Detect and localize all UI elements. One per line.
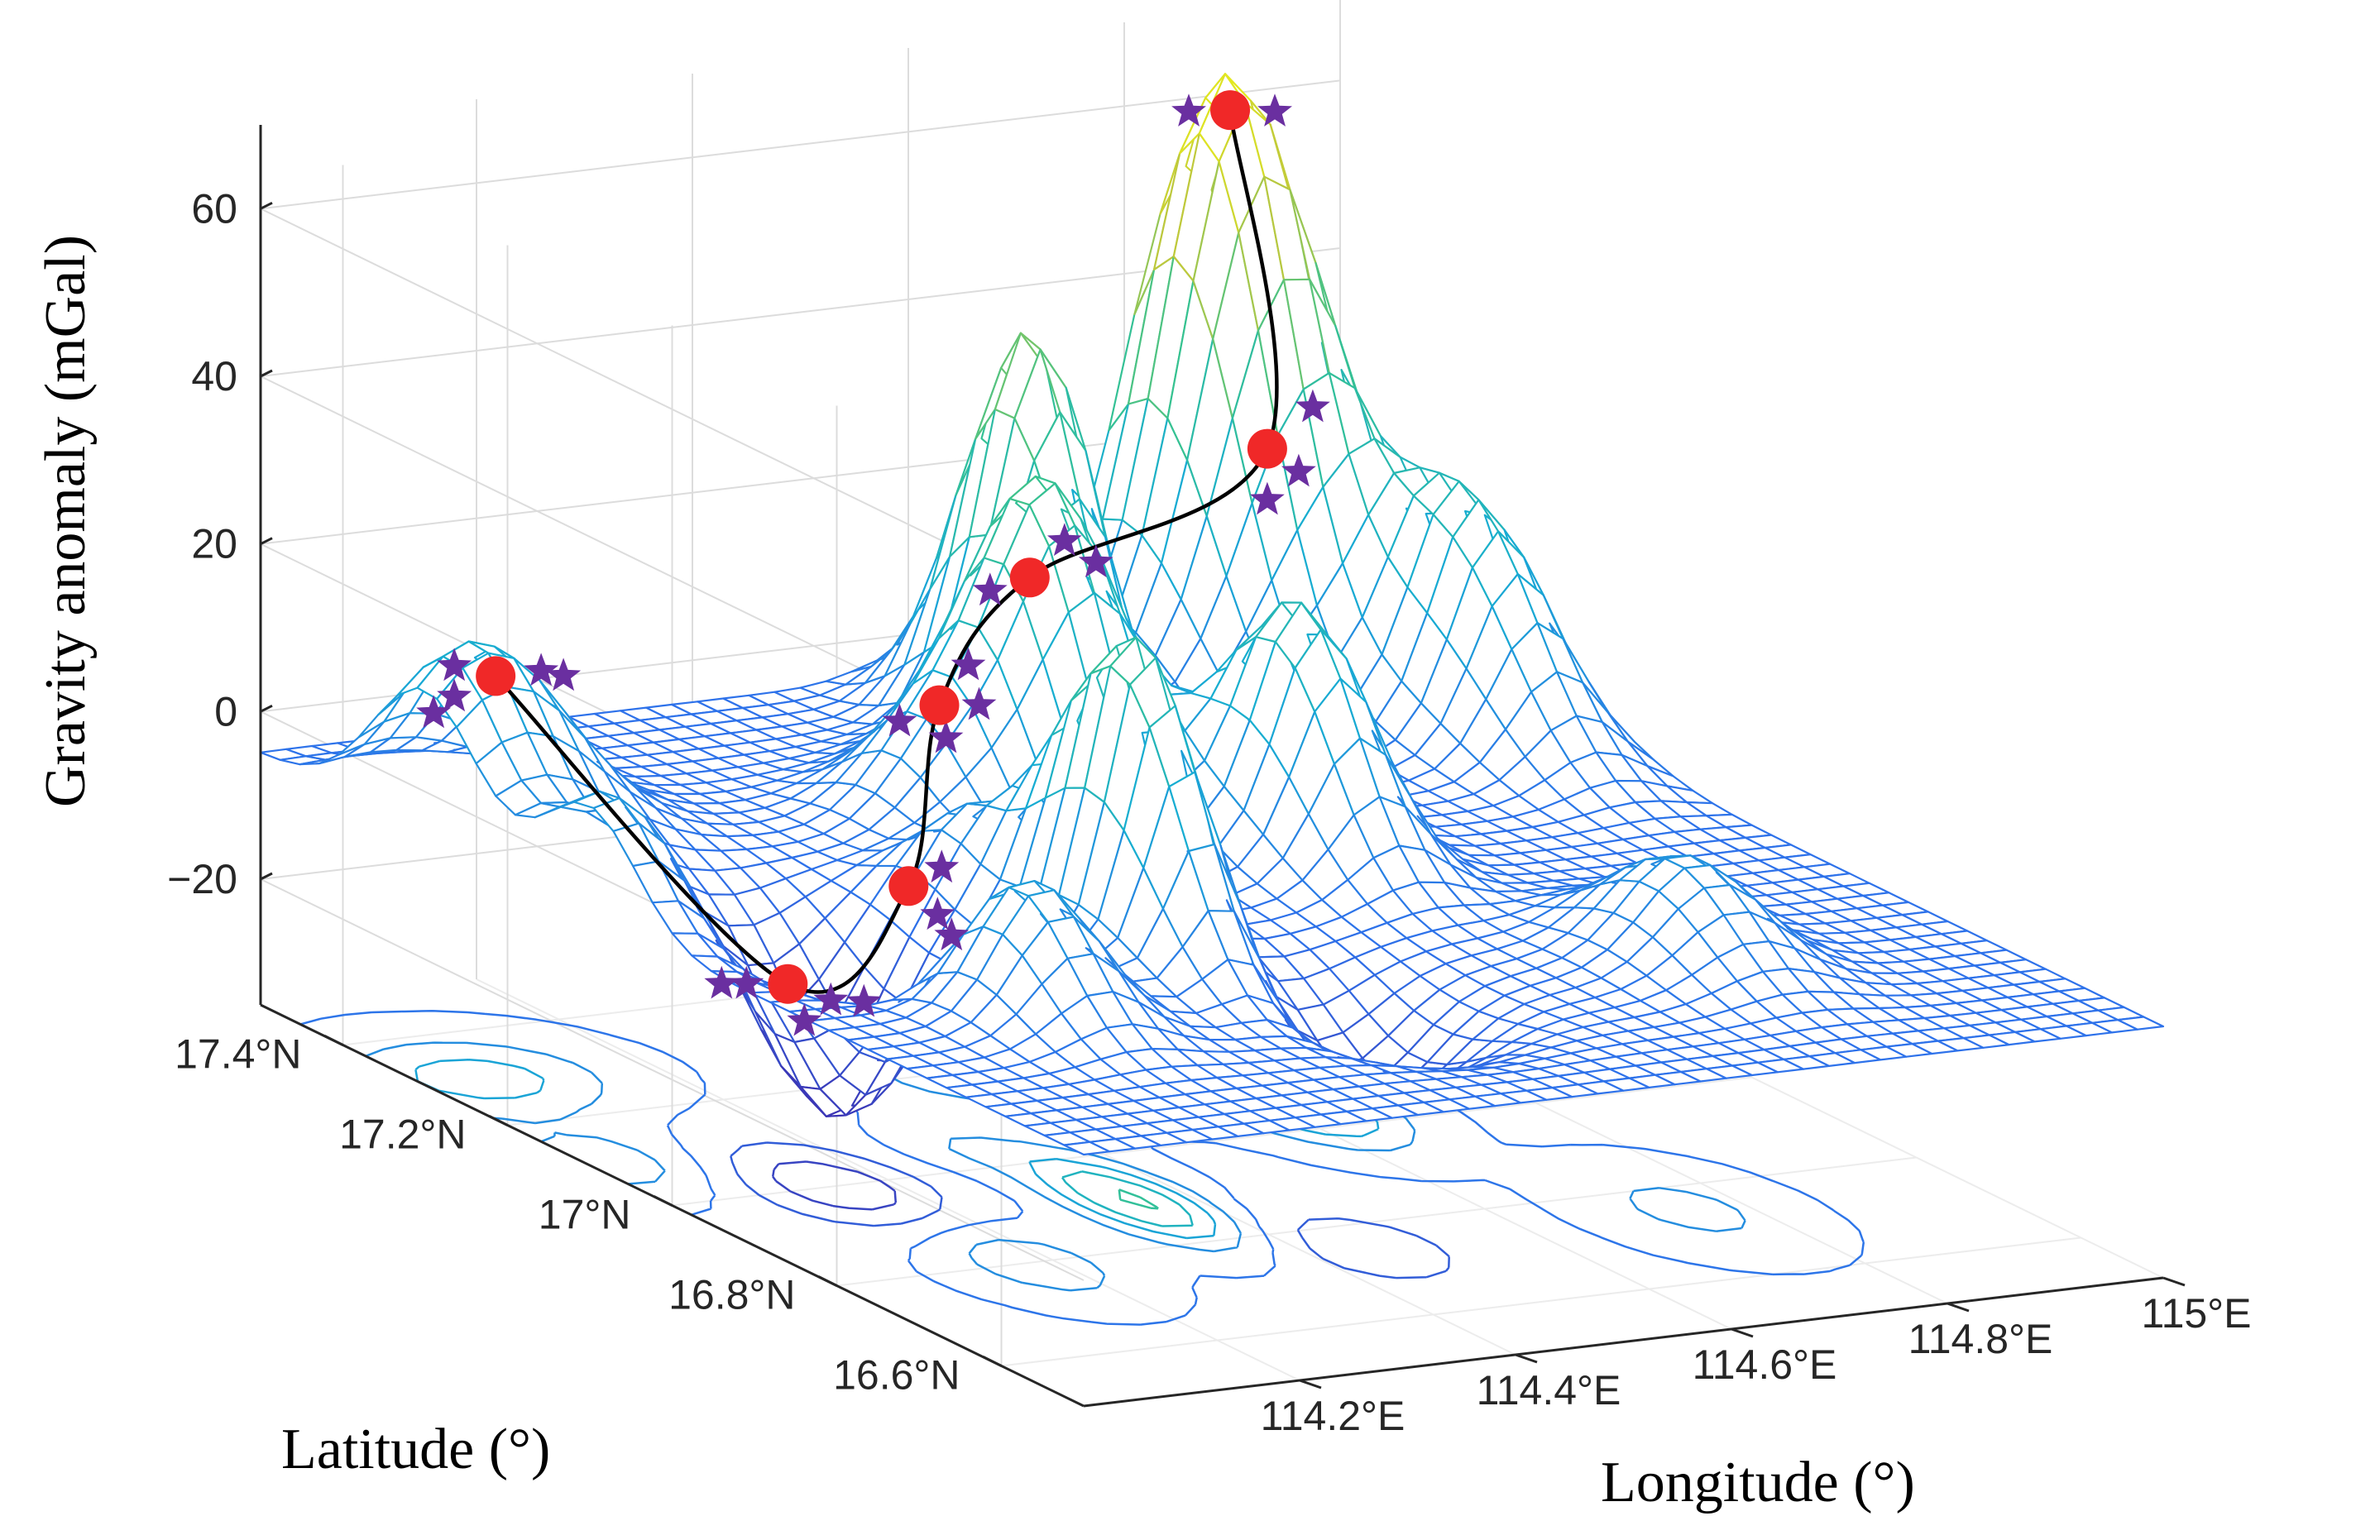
z-tick-label: −20 [167,856,237,902]
latitude-tick-label: 16.8°N [668,1272,795,1318]
longitude-tick-label: 114.4°E [1477,1367,1621,1413]
latitude-tick-mark [323,1035,344,1046]
neighbor-star-marker [1078,544,1113,578]
surface-mesh [259,73,2165,1156]
survey-point-marker [476,656,516,696]
z-tick-mark [260,369,273,378]
floor-gridline [1001,1236,2081,1367]
survey-point-marker [919,685,960,725]
mesh-cell [2117,1016,2165,1031]
z-tick-label: 60 [191,185,237,232]
wall-gridline [260,79,1341,210]
neighbor-star-marker [437,678,472,712]
longitude-tick-mark [1947,1302,1970,1313]
neighbor-star-marker [920,897,955,930]
longitude-axis-line [1083,1276,2164,1408]
neighbor-star-marker [524,653,559,686]
neighbor-star-marker [928,720,964,753]
neighbor-star-marker [961,686,997,720]
z-tick-mark [260,872,273,881]
z-tick-label: 20 [191,521,237,567]
neighbor-star-marker [416,695,452,729]
longitude-tick-label: 114.2°E [1261,1393,1405,1439]
floor-gridline [836,1156,1917,1287]
neighbor-star-marker [1281,453,1316,487]
survey-point-marker [768,964,808,1004]
latitude-tick-mark [982,1356,1003,1367]
tick-labels: 60 40 20 0 −20 17.4°N 17.2°N 17°N 16.8°N 16.6°N 11… [167,185,2251,1439]
neighbor-star-marker [1250,481,1285,515]
longitude-tick-mark [1515,1353,1538,1364]
longitude-tick-mark [1299,1379,1322,1389]
neighbor-star-marker [546,658,582,691]
neighbor-star-marker [882,703,917,737]
neighbor-star-marker [951,647,986,681]
latitude-tick-label: 17.2°N [339,1112,466,1158]
z-tick-label: 0 [214,688,237,734]
survey-point-marker [1009,557,1050,598]
longitude-tick-label: 114.8°E [1908,1316,2053,1362]
neighbor-star-marker [437,648,472,682]
survey-point-marker [888,866,929,906]
neighbor-star-marker [813,982,849,1016]
neighbor-star-marker [1295,389,1330,423]
z-tick-mark [260,201,273,210]
neighbor-star-marker [972,572,1008,606]
longitude-axis-label: Longitude (°) [1601,1451,1915,1514]
latitude-tick-mark [488,1115,509,1126]
latitude-tick-mark [653,1195,673,1207]
latitude-axis-label: Latitude (°) [281,1418,550,1481]
z-tick-mark [260,537,273,546]
longitude-tick-label: 115°E [2141,1290,2251,1337]
survey-point-marker [1210,90,1251,131]
z-axis-label: Gravity anomaly (mGal) [34,235,98,807]
neighbor-star-marker [787,1002,822,1036]
neighbor-star-marker [704,965,740,999]
neighbor-star-marker [729,965,764,999]
neighbor-star-marker [1171,93,1206,127]
survey-point-marker [1247,428,1287,469]
latitude-tick-label: 17°N [539,1192,631,1238]
floor-gridline [672,1076,1752,1207]
neighbor-star-marker [1257,93,1292,127]
neighbor-star-marker [934,917,970,951]
latitude-tick-mark [817,1275,838,1287]
longitude-tick-mark [2162,1276,2186,1287]
contour-line [771,1160,898,1211]
z-tick-label: 40 [191,353,237,399]
neighbor-star-marker [846,983,882,1017]
latitude-tick-label: 17.4°N [175,1031,301,1078]
profile-layer [416,90,1330,1036]
longitude-tick-label: 114.6°E [1693,1342,1837,1388]
latitude-tick-label: 16.6°N [833,1352,960,1399]
neighbor-star-marker [924,849,960,883]
longitude-tick-mark [1731,1327,1754,1338]
neighbor-star-marker [1046,523,1082,557]
z-tick-mark [260,704,273,713]
